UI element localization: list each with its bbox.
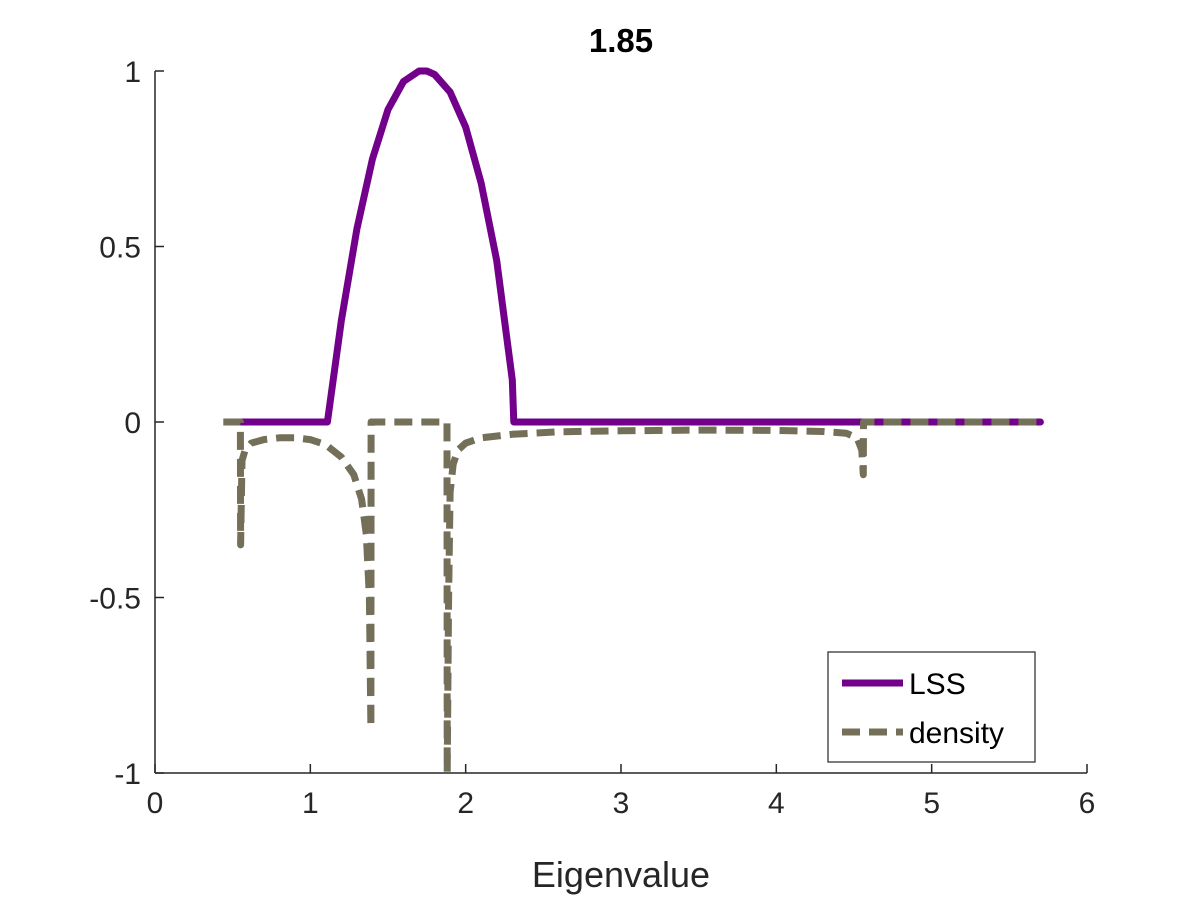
series-layer — [223, 67, 1044, 777]
x-tick-label: 6 — [1079, 787, 1096, 820]
x-tick-label: 5 — [923, 787, 940, 820]
y-tick-label: 0.5 — [99, 232, 141, 265]
y-ticks: -1 -0.5 0 0.5 1 — [89, 56, 164, 791]
chart-title: 1.85 — [589, 22, 653, 59]
series-line-lss — [236, 67, 1044, 426]
x-tick-label: 4 — [768, 787, 785, 820]
legend-label-density: density — [909, 717, 1004, 750]
legend-box — [827, 651, 1036, 763]
x-axis-label: Eigenvalue — [532, 854, 710, 895]
legend: LSS density — [827, 651, 1036, 763]
x-tick-label: 3 — [613, 787, 630, 820]
y-tick-label: -1 — [114, 758, 141, 791]
x-ticks: 0 1 2 3 4 5 6 — [147, 764, 1096, 820]
y-tick-label: 1 — [124, 56, 141, 89]
y-tick-label: -0.5 — [89, 583, 141, 616]
series-line-density — [223, 418, 1041, 777]
x-tick-label: 0 — [147, 787, 164, 820]
plot-area: 0 1 2 3 4 5 6 -1 -0.5 0 0.5 1 — [89, 56, 1095, 820]
legend-label-lss: LSS — [909, 668, 966, 701]
y-tick-label: 0 — [124, 407, 141, 440]
x-tick-label: 2 — [457, 787, 474, 820]
x-tick-label: 1 — [302, 787, 319, 820]
